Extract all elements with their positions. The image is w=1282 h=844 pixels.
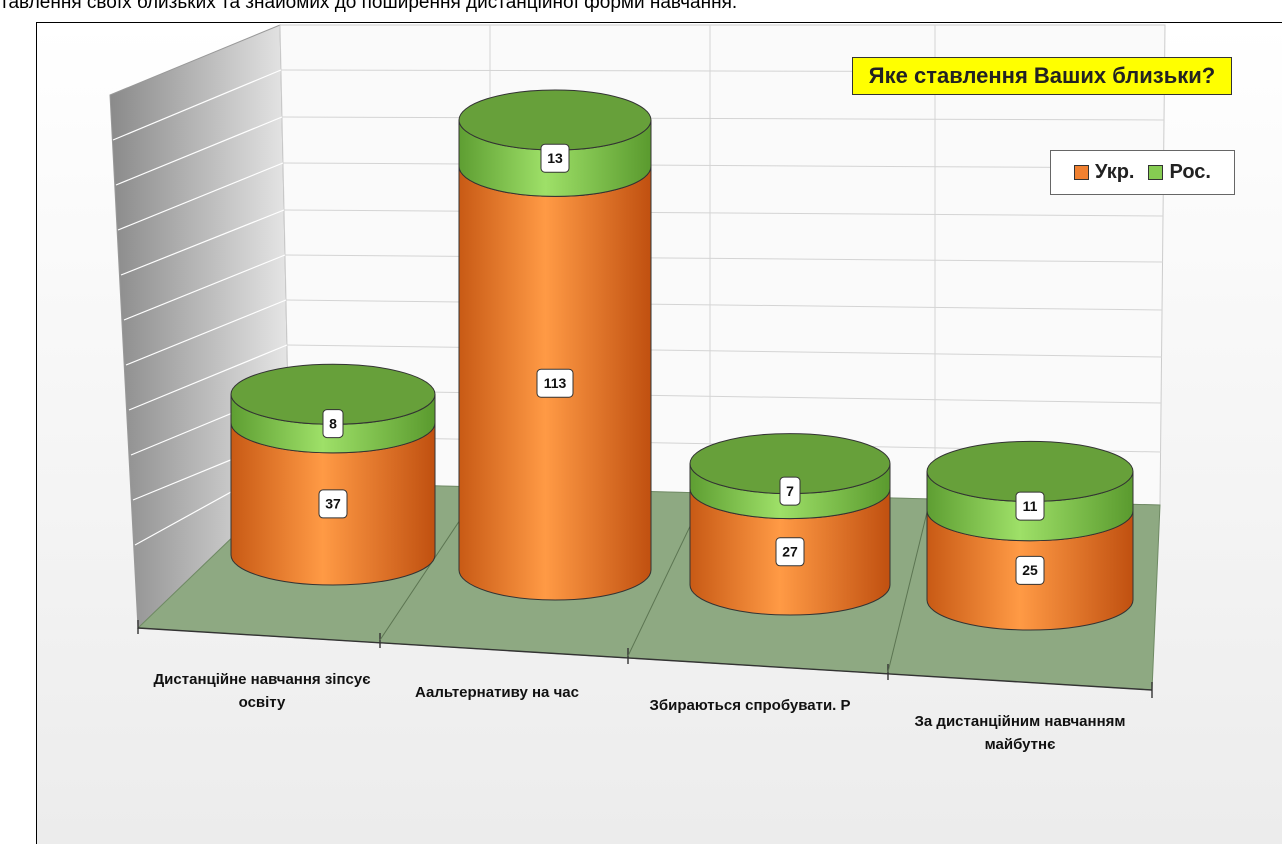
header-text: тавлення своїх близьких та знайомих до п…: [0, 0, 738, 13]
legend: Укр. Рос.: [1050, 150, 1235, 195]
value-label-box: [536, 368, 574, 398]
value-label: 37: [325, 496, 341, 512]
value-label: 11: [1023, 498, 1038, 514]
legend-label: Укр.: [1095, 161, 1135, 183]
value-label-box: [318, 489, 348, 519]
x-tick-label: Збираються спробувати. Р: [649, 697, 851, 714]
cylinder-top: [458, 89, 652, 151]
value-label-box: [540, 143, 570, 173]
x-tick-label: Дистанційне навчання зіпсує освіту: [153, 671, 371, 711]
x-tick-label: За дистанційним навчанням майбутнє: [914, 713, 1126, 753]
bars: 37 8 113 13 27 7 25 11: [230, 89, 1134, 631]
value-label-box: [1015, 555, 1045, 585]
x-tick-label: Аальтернативу на час: [415, 684, 579, 701]
chart-title: Яке ставлення Ваших близьки?: [852, 57, 1232, 95]
value-label: 8: [329, 415, 337, 431]
legend-item: Укр.: [1074, 161, 1134, 184]
value-label: 7: [786, 483, 794, 499]
value-label-box: [1015, 491, 1045, 521]
legend-label: Рос.: [1169, 161, 1211, 183]
value-label: 25: [1022, 562, 1038, 578]
value-label: 27: [782, 543, 798, 559]
value-label-box: [322, 409, 344, 439]
value-label-box: [779, 476, 801, 506]
value-label-box: [775, 537, 805, 567]
value-label: 113: [544, 375, 567, 391]
legend-swatch: [1148, 165, 1164, 180]
legend-swatch: [1074, 165, 1090, 180]
value-label: 13: [547, 150, 563, 166]
legend-item: Рос.: [1148, 161, 1211, 184]
